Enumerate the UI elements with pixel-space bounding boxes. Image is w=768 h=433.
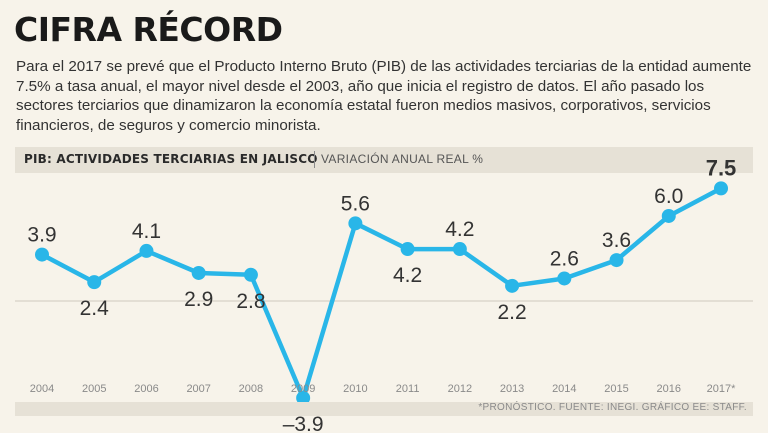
data-point	[139, 243, 154, 258]
data-label: 2.2	[497, 301, 526, 324]
data-label: 2.8	[236, 290, 265, 313]
x-tick-label: 2010	[343, 383, 367, 395]
x-tick-label: 2006	[134, 383, 158, 395]
chart-subtitle: VARIACIÓN ANUAL REAL %	[321, 152, 484, 166]
x-tick-label: 2005	[82, 383, 106, 395]
x-tick-label: 2009	[291, 383, 315, 395]
x-tick-label: 2016	[657, 383, 681, 395]
data-label: 2.9	[184, 288, 213, 311]
data-point	[714, 181, 728, 196]
series-line	[39, 186, 724, 401]
data-label: 2.4	[80, 297, 110, 320]
data-label: 7.5	[706, 155, 737, 180]
data-label: 4.2	[393, 264, 422, 287]
chart-header-separator	[314, 151, 315, 168]
page-title: CIFRA RÉCORD	[14, 10, 283, 49]
data-point	[557, 271, 572, 286]
x-tick-label: 2013	[500, 383, 524, 395]
data-label: 3.9	[27, 224, 56, 247]
data-point	[348, 216, 363, 231]
data-point	[243, 267, 258, 282]
data-point	[661, 208, 676, 223]
intro-paragraph: Para el 2017 se prevé que el Producto In…	[16, 58, 752, 134]
data-label: –3.9	[283, 413, 324, 433]
data-label: 5.6	[341, 192, 370, 215]
source-note: *PRONÓSTICO. FUENTE: INEGI. GRÁFICO EE: …	[478, 402, 747, 413]
data-point	[296, 390, 311, 405]
data-point	[400, 242, 415, 257]
x-tick-label: 2017*	[707, 383, 736, 395]
x-tick-label: 2015	[604, 383, 628, 395]
data-label: 3.6	[602, 229, 631, 252]
x-tick-label: 2011	[396, 383, 420, 395]
data-point	[191, 265, 206, 280]
x-tick-label: 2007	[186, 383, 210, 395]
data-label: 4.1	[132, 220, 161, 243]
chart-header-band: PIB: ACTIVIDADES TERCIARIAS EN JALISCO V…	[15, 147, 753, 173]
x-tick-label: 2008	[239, 383, 263, 395]
data-label: 2.6	[550, 247, 579, 270]
data-point	[452, 242, 467, 257]
data-label: 4.2	[445, 218, 474, 241]
footer-band: *PRONÓSTICO. FUENTE: INEGI. GRÁFICO EE: …	[15, 402, 753, 416]
x-tick-label: 2004	[30, 383, 54, 395]
data-point	[35, 247, 49, 262]
x-tick-label: 2012	[448, 383, 472, 395]
data-point	[609, 253, 624, 268]
data-point	[87, 275, 102, 290]
x-tick-label: 2014	[552, 383, 576, 395]
data-label: 6.0	[654, 185, 683, 208]
data-point	[505, 278, 520, 293]
chart-title: PIB: ACTIVIDADES TERCIARIAS EN JALISCO	[24, 152, 318, 166]
